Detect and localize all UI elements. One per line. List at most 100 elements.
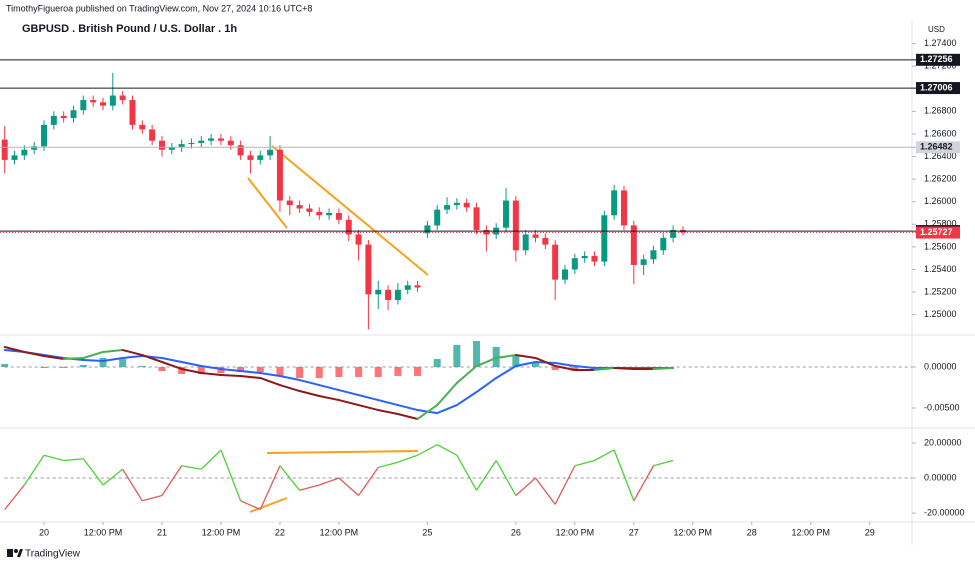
indicator-line (455, 391, 478, 407)
indicator-line (259, 376, 281, 387)
candle-body (630, 225, 637, 265)
candle-body (286, 200, 293, 206)
candle-body (640, 259, 647, 265)
trend-line (266, 450, 419, 454)
candle-body (611, 190, 618, 216)
x-tick-label: 12:00 PM (202, 527, 241, 537)
price-level-box (916, 141, 960, 154)
y-tick-label: 1.26200 (924, 173, 957, 183)
candle-body (99, 102, 106, 106)
y-tick-label: 1.25000 (924, 309, 957, 319)
indicator-line (652, 366, 675, 370)
x-tick-label: 26 (511, 527, 521, 537)
x-tick-label: 12:00 PM (791, 527, 830, 537)
histogram-bar (374, 367, 382, 378)
indicator-line (554, 361, 576, 368)
candle-body (532, 234, 539, 238)
oscillator-line (594, 449, 615, 462)
x-tick-label: 22 (275, 527, 285, 537)
oscillator-line (574, 459, 595, 467)
oscillator-line (161, 465, 183, 496)
x-tick-label: 20 (39, 527, 49, 537)
histogram-bar (453, 344, 461, 368)
x-tick-label: 27 (629, 527, 639, 537)
candle-body (139, 124, 146, 130)
indicator-line (298, 390, 321, 398)
histogram-bar (296, 367, 304, 378)
candle-body (247, 155, 254, 160)
candle-body (178, 144, 185, 148)
price-level-box (916, 53, 960, 66)
candle-body (591, 255, 598, 262)
price-level-label: 1.25727 (920, 227, 953, 237)
candle-body (434, 209, 441, 226)
indicator-line (495, 365, 517, 379)
currency: USD (928, 25, 945, 34)
indicator-line (23, 351, 46, 358)
candle-body (158, 140, 165, 150)
candle-body (463, 202, 470, 208)
indicator-line (200, 371, 222, 377)
histogram-bar (1, 363, 9, 368)
candle-body (571, 258, 578, 270)
indicator-line (200, 365, 222, 370)
candle-body (168, 147, 175, 150)
histogram-bar (138, 366, 146, 368)
indicator-line (101, 356, 124, 363)
histogram-bar (394, 367, 402, 376)
brand: TradingView (25, 549, 81, 560)
histogram-bar (79, 364, 87, 368)
indicator-line (416, 404, 439, 420)
oscillator-line (43, 454, 64, 462)
candle-body (306, 208, 313, 212)
y-tick-label: -20.00000 (924, 507, 965, 517)
histogram-bar (158, 367, 166, 372)
trend-line (247, 177, 288, 229)
y-tick-label: 1.25600 (924, 241, 957, 251)
candle-body (149, 129, 156, 141)
oscillator-line (200, 449, 222, 470)
indicator-line (239, 375, 262, 379)
indicator-line (121, 355, 144, 359)
indicator-line (318, 384, 340, 392)
indicator-line (121, 349, 144, 357)
candle-body (414, 285, 421, 288)
histogram-bar (276, 367, 284, 377)
candle-body (473, 207, 480, 230)
indicator-line (180, 367, 203, 374)
candle-body (60, 115, 67, 119)
x-tick-label: 12:00 PM (84, 527, 123, 537)
oscillator-line (436, 444, 458, 456)
candle-body (217, 138, 224, 141)
indicator-line (298, 379, 321, 387)
candle-body (50, 115, 57, 125)
symbol-title: GBPUSD . British Pound / U.S. Dollar . 1… (22, 23, 237, 35)
indicator-line (436, 404, 458, 415)
y-tick-label: 1.25800 (924, 219, 957, 229)
candle-body (375, 289, 382, 295)
indicator-line (278, 375, 301, 382)
y-tick-label: 1.26000 (924, 196, 957, 206)
candle-body (601, 215, 608, 262)
histogram-bar (315, 367, 323, 378)
indicator-line (62, 356, 85, 360)
oscillator-line (122, 468, 143, 502)
y-tick-label: -0.00500 (924, 402, 960, 412)
candle-body (355, 234, 362, 245)
y-tick-label: 1.25400 (924, 264, 957, 274)
candle-body (562, 269, 569, 280)
oscillator-line (299, 484, 320, 491)
histogram-bar (237, 367, 245, 373)
y-tick-label: 0.00000 (924, 472, 957, 482)
indicator-line (278, 384, 301, 393)
candle-body (119, 95, 126, 101)
publisher: TimothyFigueroa published on TradingView… (6, 3, 312, 13)
oscillator-line (220, 449, 242, 502)
x-tick-label: 12:00 PM (556, 527, 595, 537)
histogram-bar (414, 367, 422, 376)
oscillator-line (456, 454, 478, 491)
oscillator-line (240, 500, 261, 511)
candle-body (581, 255, 588, 259)
oscillator-line (633, 465, 655, 502)
oscillator-line (653, 459, 674, 467)
